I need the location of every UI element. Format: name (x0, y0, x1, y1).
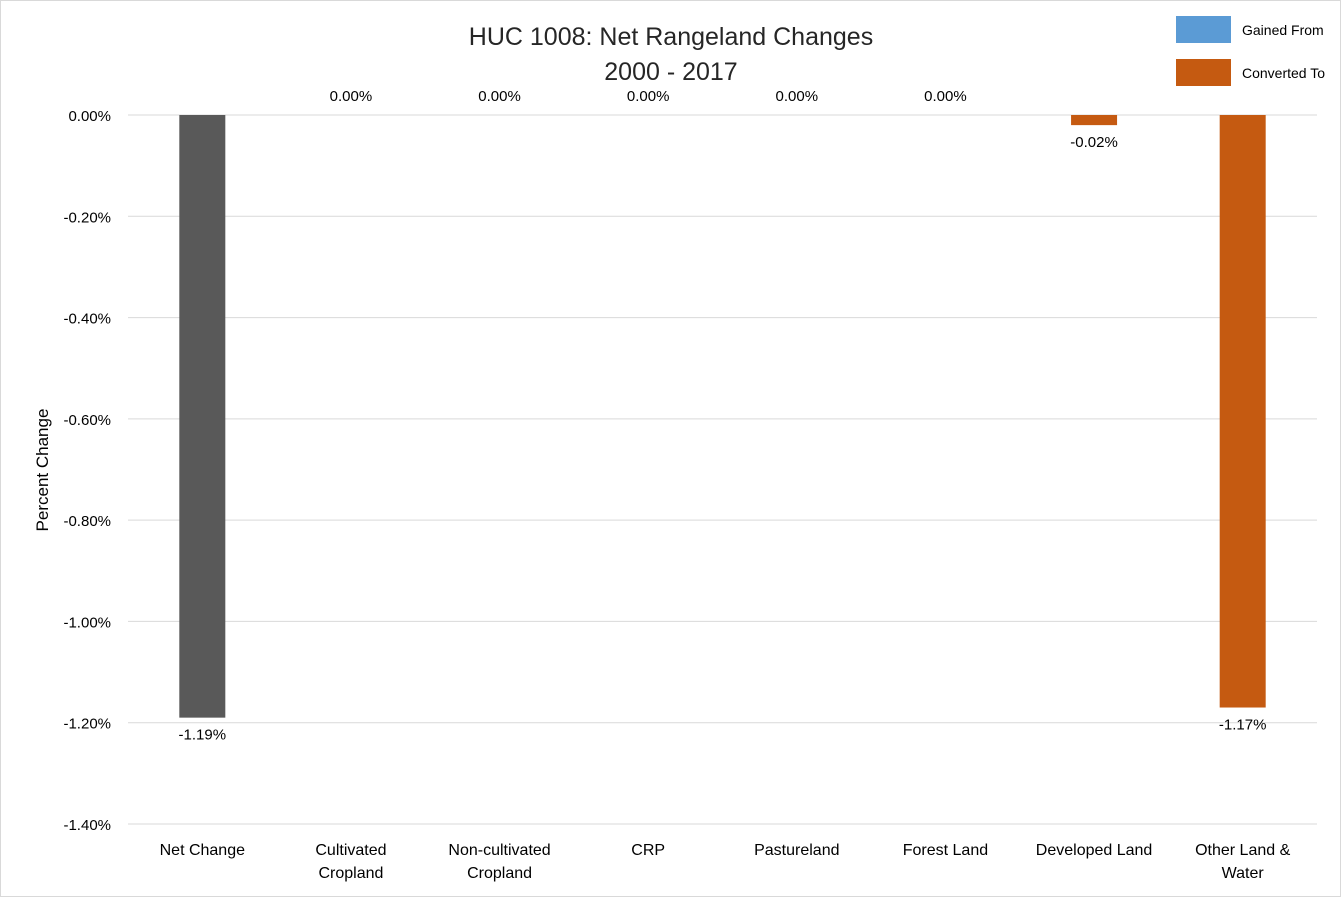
chart-title: HUC 1008: Net Rangeland Changes (469, 23, 873, 51)
y-axis-label: Percent Change (33, 409, 52, 532)
x-tick-label: Developed Land (1036, 842, 1153, 859)
data-label: 0.00% (924, 88, 967, 105)
y-tick-label: -1.20% (63, 716, 111, 733)
data-label: -0.02% (1070, 134, 1118, 151)
y-tick-label: -0.20% (63, 209, 111, 226)
data-label: 0.00% (627, 88, 670, 105)
bar (179, 115, 226, 718)
y-tick-label: -1.00% (63, 614, 111, 631)
y-tick-label: 0.00% (68, 108, 111, 125)
x-tick-label: Pastureland (754, 842, 839, 859)
bar (1219, 115, 1266, 708)
data-label: -1.19% (179, 727, 227, 744)
y-tick-label: -0.60% (63, 412, 111, 429)
legend-swatch (1176, 16, 1231, 43)
y-tick-label: -0.40% (63, 311, 111, 328)
y-tick-label: -1.40% (63, 817, 111, 834)
x-tick-label: Net Change (160, 842, 245, 859)
gridlines (128, 114, 1317, 825)
x-axis-ticks: Net Change Cultivated Cropland Non-cultivat… (160, 842, 1291, 882)
x-tick-label: Other Land & Water (1195, 842, 1291, 882)
data-label: 0.00% (776, 88, 819, 105)
legend: Gained From Converted To (1176, 16, 1325, 86)
legend-label: Gained From (1242, 22, 1324, 38)
data-labels: -1.19% 0.00% 0.00% 0.00% 0.00% 0.00% -0.02% -1.… (179, 88, 1267, 744)
bar (1071, 115, 1118, 126)
legend-label: Converted To (1242, 65, 1325, 81)
legend-swatch (1176, 59, 1231, 86)
data-label: -1.17% (1219, 717, 1267, 734)
x-tick-label: Cultivated Cropland (315, 842, 386, 882)
data-label: 0.00% (478, 88, 521, 105)
chart-subtitle: 2000 - 2017 (604, 58, 737, 86)
x-tick-label: Non-cultivated Cropland (448, 842, 550, 882)
x-tick-label: Forest Land (903, 842, 988, 859)
bars (179, 115, 1266, 718)
y-tick-label: -0.80% (63, 513, 111, 530)
data-label: 0.00% (330, 88, 373, 105)
x-tick-label: CRP (631, 842, 665, 859)
y-axis-ticks: 0.00% -0.20% -0.40% -0.60% -0.80% -1.00% -1.20… (63, 108, 111, 834)
